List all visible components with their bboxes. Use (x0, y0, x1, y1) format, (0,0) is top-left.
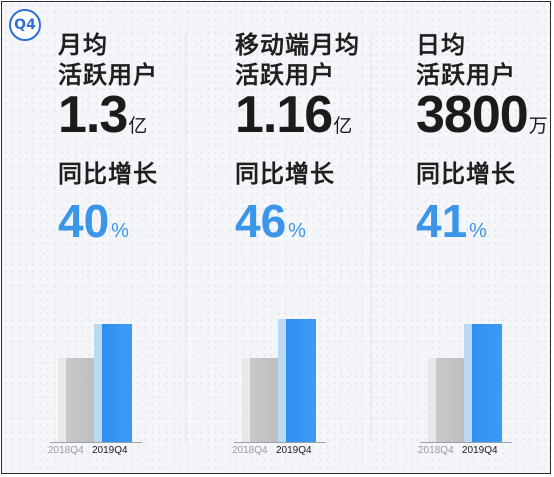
metric-number: 1.3 (58, 86, 128, 144)
metric-label-line1: 移动端月均 (235, 31, 360, 59)
chart-baseline (420, 442, 512, 443)
metric-value: 3800万 (416, 85, 548, 145)
growth-number: 40 (58, 195, 110, 247)
x-tick-2019q4: 2019Q4 (462, 445, 498, 456)
metric-number: 1.16 (235, 86, 333, 144)
metric-label: 月均 活跃用户 (58, 30, 158, 90)
growth-label: 同比增长 (58, 160, 158, 188)
metric-unit: 万 (528, 115, 548, 137)
bar-2019q4 (94, 324, 132, 442)
x-tick-2019q4: 2019Q4 (92, 445, 128, 456)
quarter-badge: Q4 (9, 9, 41, 41)
metric-label: 日均 活跃用户 (416, 30, 516, 90)
bar-2019q4 (278, 319, 316, 442)
chart-baseline (234, 442, 326, 443)
metric-label-line2: 活跃用户 (416, 61, 516, 89)
metric-column-mau: 月均 活跃用户 1.3亿 同比增长 40% (58, 2, 238, 472)
metric-label-line2: 活跃用户 (58, 61, 158, 89)
column-divider (185, 34, 186, 444)
metric-unit: 亿 (128, 115, 148, 137)
growth-unit: % (111, 220, 129, 242)
bar-2018q4 (428, 358, 466, 442)
metric-unit: 亿 (333, 115, 353, 137)
growth-value: 46% (235, 194, 306, 248)
growth-number: 41 (416, 195, 468, 247)
metric-value: 1.3亿 (58, 85, 147, 145)
x-tick-2018q4: 2018Q4 (48, 445, 84, 456)
metric-value: 1.16亿 (235, 85, 352, 145)
metric-label: 移动端月均 活跃用户 (235, 30, 360, 90)
bar-chart-3: 2018Q4 2019Q4 (2, 2, 512, 472)
x-tick-2018q4: 2018Q4 (418, 445, 454, 456)
growth-number: 46 (235, 195, 287, 247)
x-tick-2019q4: 2019Q4 (276, 445, 312, 456)
chart-baseline (50, 442, 142, 443)
bar-2018q4 (242, 358, 280, 442)
metric-label-line2: 活跃用户 (235, 61, 335, 89)
bar-chart-2: 2018Q4 2019Q4 (2, 2, 326, 472)
metric-number: 3800 (416, 86, 529, 144)
growth-label: 同比增长 (416, 160, 516, 188)
growth-value: 40% (58, 194, 129, 248)
column-divider (371, 34, 372, 444)
metric-column-dau: 日均 活跃用户 3800万 同比增长 41% (416, 2, 554, 472)
bar-2019q4 (464, 323, 502, 442)
growth-unit: % (469, 220, 487, 242)
growth-unit: % (288, 220, 306, 242)
growth-value: 41% (416, 194, 487, 248)
bar-chart-1: 2018Q4 2019Q4 (2, 2, 182, 472)
x-tick-2018q4: 2018Q4 (232, 445, 268, 456)
growth-label: 同比增长 (235, 160, 335, 188)
metric-label-line1: 日均 (416, 31, 466, 59)
bar-2018q4 (58, 358, 96, 442)
metric-column-mobile-mau: 移动端月均 活跃用户 1.16亿 同比增长 46% (235, 2, 415, 472)
metric-label-line1: 月均 (58, 31, 108, 59)
